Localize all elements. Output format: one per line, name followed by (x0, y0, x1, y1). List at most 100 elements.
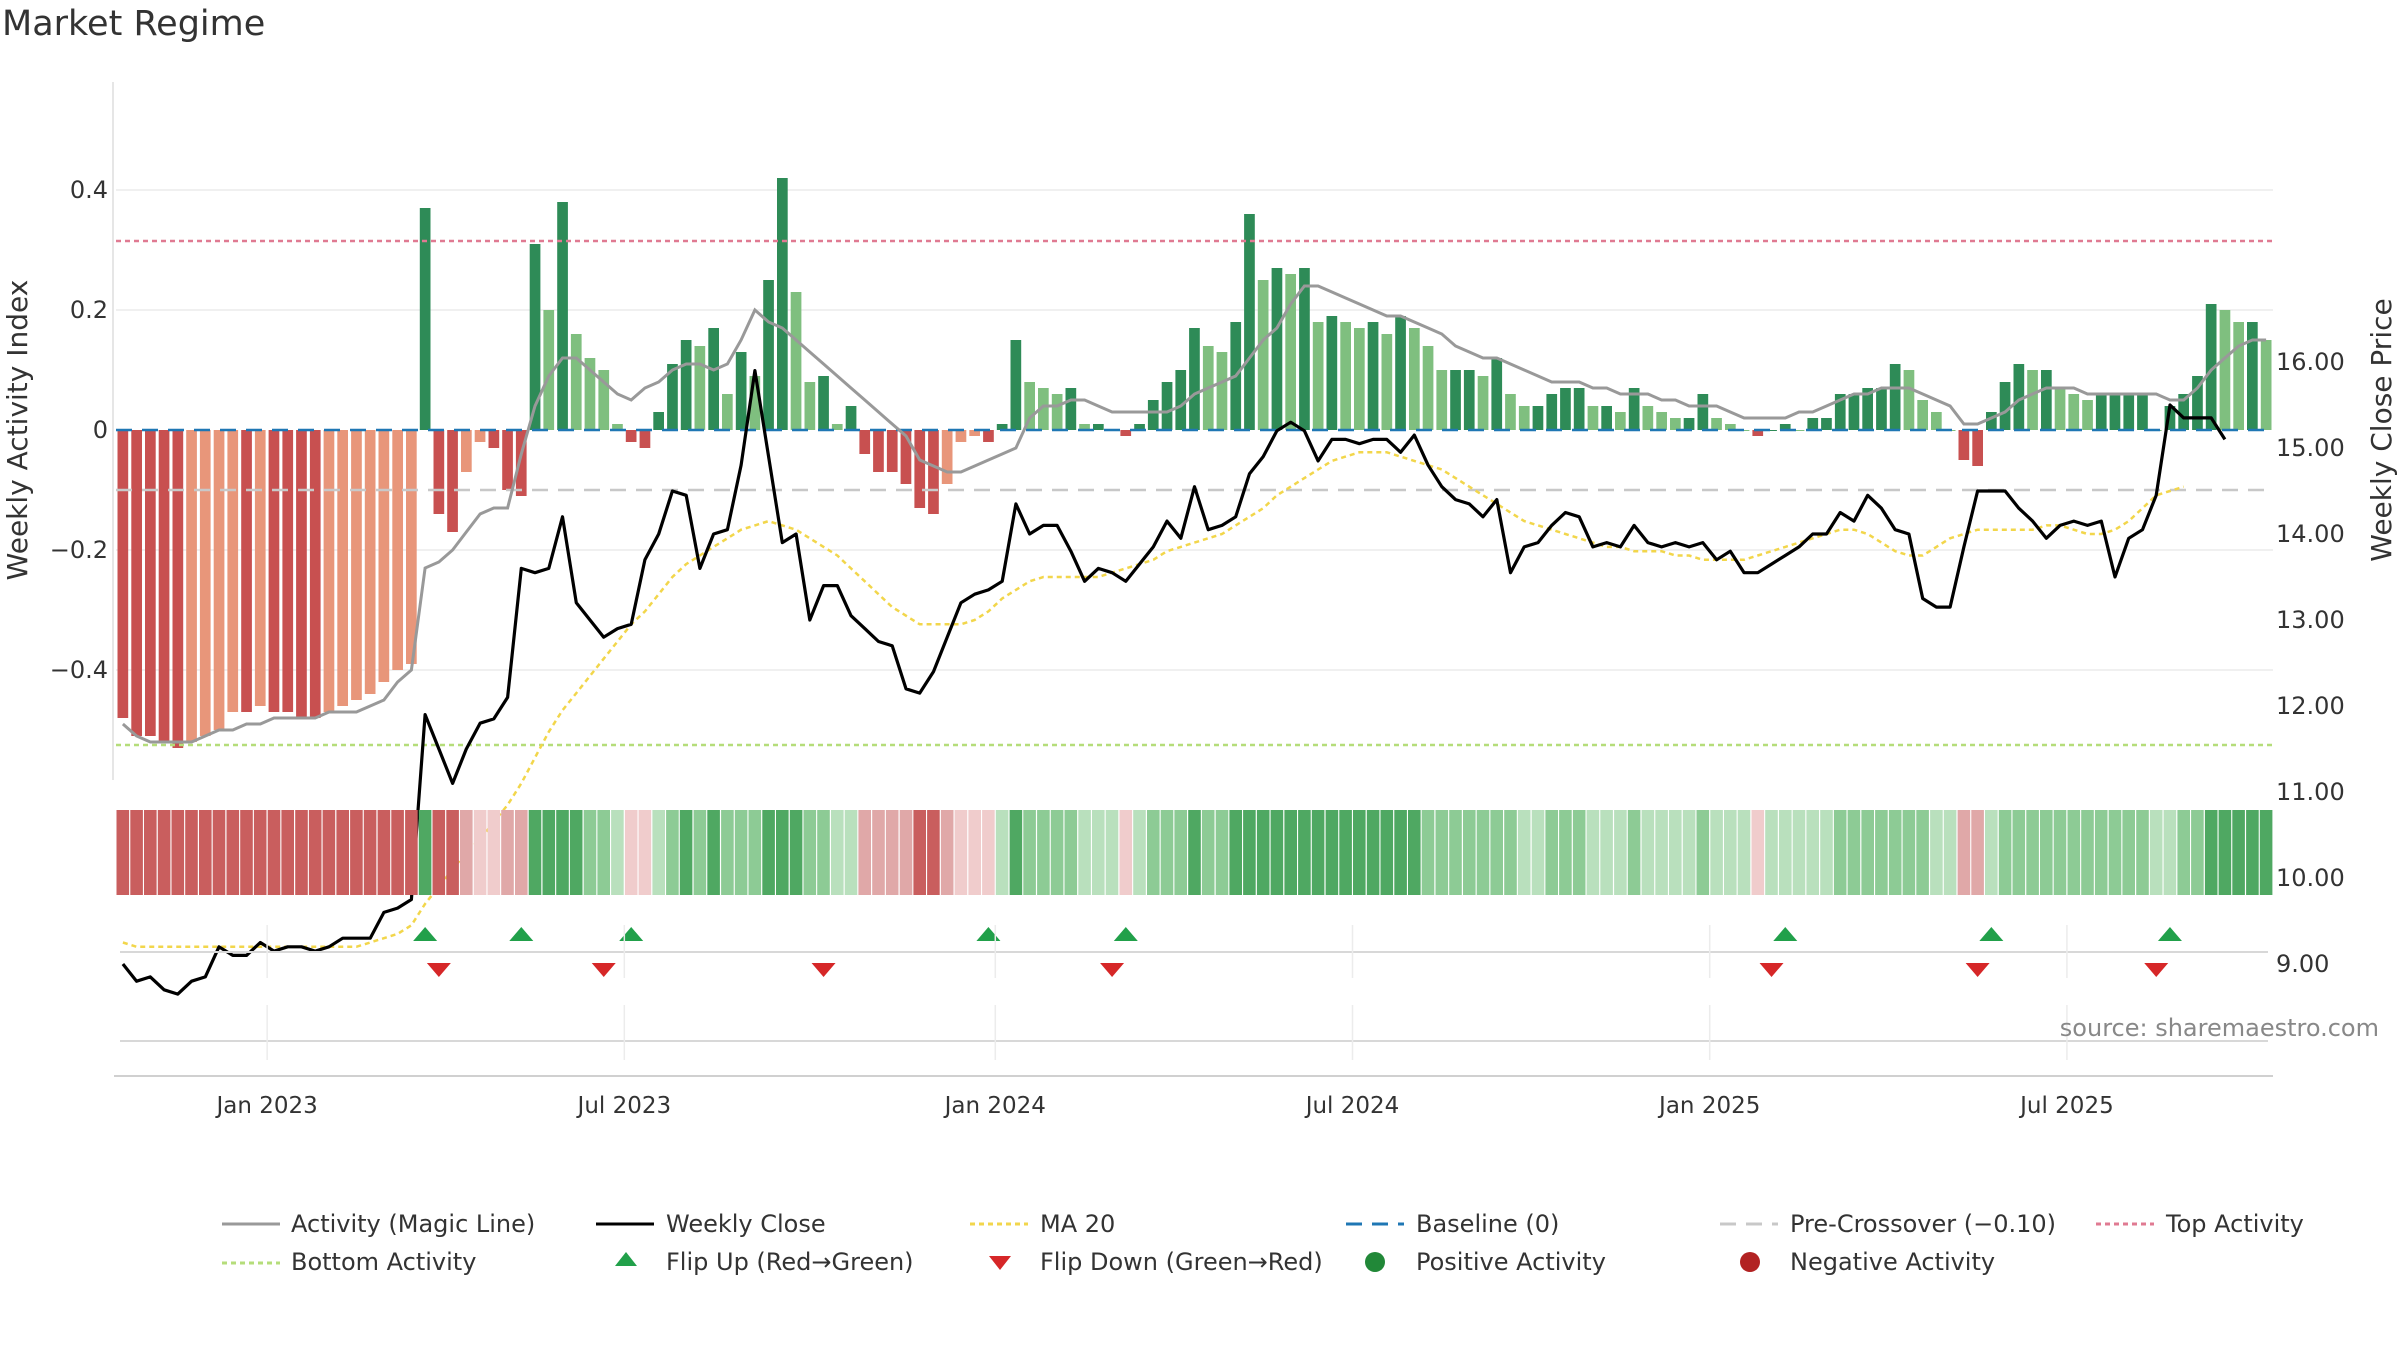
regime-cell (295, 810, 308, 895)
regime-cell (1586, 810, 1600, 895)
activity-bar (1752, 430, 1764, 436)
activity-bar (1848, 394, 1860, 430)
activity-bar (158, 430, 170, 742)
regime-cell (789, 810, 803, 895)
regime-cell (240, 810, 253, 895)
flip-down-marker (811, 963, 836, 977)
regime-cell (1751, 810, 1765, 895)
regime-cell (1559, 810, 1572, 895)
regime-cell (748, 810, 762, 895)
activity-bar (1010, 340, 1022, 430)
regime-cell (1737, 810, 1751, 895)
activity-bar (735, 352, 747, 430)
activity-bar (557, 202, 568, 430)
regime-cell (1655, 810, 1668, 895)
regime-cell (1517, 810, 1531, 895)
activity-bar (2164, 406, 2176, 430)
activity-bar (1821, 418, 1832, 430)
activity-bar (1999, 382, 2011, 430)
activity-bar (928, 430, 939, 514)
activity-bar (749, 376, 761, 430)
regime-cell (212, 810, 226, 895)
activity-bar (1807, 418, 1819, 430)
activity-bar (2041, 370, 2052, 430)
activity-bar (2123, 394, 2135, 430)
flip-up-marker (1113, 927, 1138, 941)
activity-bar (1546, 394, 1558, 430)
regime-cell (185, 810, 198, 895)
activity-bar (433, 430, 445, 514)
activity-bar (2178, 394, 2189, 430)
regime-cell (1476, 810, 1490, 895)
regime-cell (1353, 810, 1366, 895)
regime-cell (515, 810, 528, 895)
regime-cell (734, 810, 748, 895)
activity-bar (1766, 430, 1777, 431)
activity-bar (227, 430, 239, 712)
flip-up-marker (1979, 927, 2004, 941)
regime-cell (2081, 810, 2094, 895)
activity-bar (1216, 352, 1228, 430)
activity-bar (1326, 316, 1338, 430)
activity-bar (1436, 370, 1448, 430)
activity-bar (1560, 388, 1571, 430)
regime-cell (569, 810, 583, 895)
activity-bar (1711, 418, 1722, 430)
activity-bar (1656, 412, 1667, 430)
activity-bar (1876, 388, 1887, 430)
regime-cell (1943, 810, 1957, 895)
legend-label-weekly-close: Weekly Close (666, 1210, 826, 1238)
x-tick-label: Jul 2025 (2018, 1093, 2114, 1119)
flip-down-marker (1965, 963, 1990, 977)
flip-up-marker (509, 927, 534, 941)
regime-cell (1710, 810, 1723, 895)
regime-cell (1449, 810, 1462, 895)
activity-bar (2260, 340, 2272, 430)
activity-bar (1340, 322, 1351, 430)
regime-cell (1902, 810, 1916, 895)
legend-label-negative: Negative Activity (1790, 1248, 1996, 1276)
regime-cell (1875, 810, 1888, 895)
activity-bar (2192, 376, 2203, 430)
regime-cell (1023, 810, 1036, 895)
activity-bar (859, 430, 871, 454)
activity-bar (309, 430, 321, 718)
activity-bar (1972, 430, 1983, 466)
regime-cell (624, 810, 638, 895)
flip-up-marker (976, 927, 1001, 941)
activity-bar (1422, 346, 1434, 430)
regime-cell (844, 810, 858, 895)
regime-cell (583, 810, 597, 895)
regime-cell (1160, 810, 1174, 895)
regime-cell (1971, 810, 1984, 895)
regime-cell (2177, 810, 2190, 895)
activity-bar (296, 430, 307, 718)
legend-swatch-flip-down (989, 1256, 1011, 1270)
activity-bar (2082, 400, 2093, 430)
activity-bar (1793, 430, 1805, 431)
activity-bar (667, 364, 678, 430)
activity-bar (254, 430, 266, 706)
regime-cell (2040, 810, 2053, 895)
activity-bar (1051, 394, 1063, 430)
activity-bar (1532, 406, 1544, 430)
activity-bar (1079, 424, 1090, 430)
flip-up-marker (413, 927, 438, 941)
activity-bar (364, 430, 376, 694)
activity-bar (1450, 370, 1461, 430)
activity-bar (1491, 358, 1503, 430)
activity-bar (2013, 364, 2025, 430)
regime-cell (954, 810, 968, 895)
regime-cell (1614, 810, 1627, 895)
activity-bar (1601, 406, 1612, 430)
activity-bar (145, 430, 156, 736)
activity-bar (694, 346, 706, 430)
weekly-close-line (121, 369, 2227, 996)
y-left-tick-label: −0.2 (50, 536, 108, 564)
y-axis-left-label: Weekly Activity Index (1, 280, 34, 581)
y-left-tick-label: −0.4 (50, 656, 108, 684)
regime-cell (721, 810, 734, 895)
regime-cell (1792, 810, 1806, 895)
activity-bar (1738, 430, 1750, 431)
regime-cell (968, 810, 981, 895)
